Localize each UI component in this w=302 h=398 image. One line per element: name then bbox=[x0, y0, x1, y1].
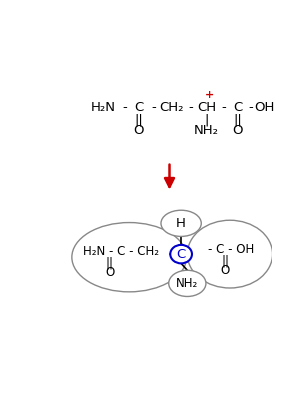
Text: -: - bbox=[189, 101, 194, 114]
Text: C: C bbox=[176, 248, 186, 261]
Text: O: O bbox=[105, 266, 114, 279]
Text: CH₂: CH₂ bbox=[159, 101, 183, 114]
Text: O: O bbox=[221, 264, 230, 277]
Text: H: H bbox=[176, 217, 186, 230]
Text: -: - bbox=[221, 101, 226, 114]
Text: C: C bbox=[233, 101, 242, 114]
Text: O: O bbox=[233, 125, 243, 137]
Text: C: C bbox=[134, 101, 143, 114]
Text: -: - bbox=[122, 101, 127, 114]
Ellipse shape bbox=[161, 210, 201, 236]
Text: NH₂: NH₂ bbox=[176, 277, 198, 290]
Text: ||: || bbox=[233, 114, 242, 127]
Text: +: + bbox=[205, 90, 214, 101]
Text: ||: || bbox=[221, 255, 229, 267]
Text: |: | bbox=[204, 114, 209, 127]
Text: ||: || bbox=[106, 257, 114, 270]
Text: -: - bbox=[152, 101, 156, 114]
Ellipse shape bbox=[187, 220, 273, 288]
Text: ||: || bbox=[134, 114, 143, 127]
Text: CH: CH bbox=[197, 101, 216, 114]
Text: - C - OH: - C - OH bbox=[208, 243, 255, 256]
Text: OH: OH bbox=[255, 101, 275, 114]
Ellipse shape bbox=[169, 270, 206, 297]
Text: O: O bbox=[133, 125, 144, 137]
Text: H₂N: H₂N bbox=[91, 101, 116, 114]
Text: NH₂: NH₂ bbox=[194, 125, 219, 137]
Text: -: - bbox=[249, 101, 253, 114]
Ellipse shape bbox=[170, 245, 192, 263]
Ellipse shape bbox=[72, 222, 187, 292]
Text: H₂N - C - CH₂: H₂N - C - CH₂ bbox=[83, 245, 159, 258]
